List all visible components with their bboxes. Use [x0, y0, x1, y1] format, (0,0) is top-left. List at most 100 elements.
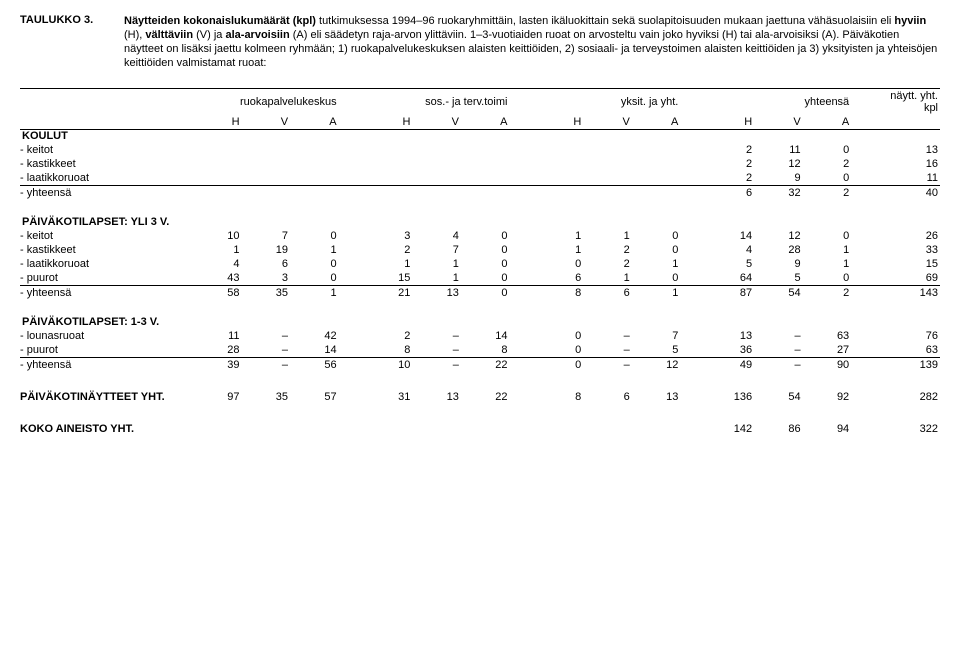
sub-blank-2: [877, 115, 941, 130]
cell: 1: [535, 229, 584, 243]
gap: [339, 271, 364, 286]
gap: [339, 171, 364, 186]
cell: [583, 143, 632, 157]
cell: 12: [632, 358, 681, 373]
cell: 0: [461, 257, 510, 271]
cell: [583, 157, 632, 171]
col-group-4: yhteensä: [706, 89, 852, 116]
gap: [339, 143, 364, 157]
row-label: - yhteensä: [20, 186, 193, 201]
cell: 5: [632, 343, 681, 358]
cell: 2: [706, 143, 755, 157]
gap: [509, 329, 534, 343]
cell: 0: [535, 329, 584, 343]
cell: 14: [461, 329, 510, 343]
gap: [339, 157, 364, 171]
cell: [193, 143, 242, 157]
cell: [412, 422, 461, 436]
sub-v3: V: [583, 115, 632, 130]
gap: [680, 243, 705, 257]
cell: 21: [364, 286, 413, 301]
cell: 4: [193, 257, 242, 271]
cell: 0: [461, 286, 510, 301]
sub-a2: A: [461, 115, 510, 130]
col-group-1: ruokapalvelukeskus: [193, 89, 339, 116]
gap: [851, 171, 876, 186]
cell: 28: [754, 243, 803, 257]
cell: 4: [412, 229, 461, 243]
cell: 5: [754, 271, 803, 286]
cell: [412, 186, 461, 201]
gap: [680, 143, 705, 157]
cell: [412, 143, 461, 157]
cell: [290, 422, 339, 436]
sub-v2: V: [412, 115, 461, 130]
gap: [339, 422, 364, 436]
gap: [851, 229, 876, 243]
cell: 13: [412, 286, 461, 301]
cell: 6: [583, 286, 632, 301]
cell: [364, 186, 413, 201]
cell: 8: [535, 286, 584, 301]
gap: [851, 257, 876, 271]
sub-h4: H: [706, 115, 755, 130]
gap: [851, 243, 876, 257]
gap: [851, 329, 876, 343]
cell: 1: [412, 257, 461, 271]
table-caption: Näytteiden kokonaislukumäärät (kpl) tutk…: [124, 14, 940, 70]
cell: [364, 143, 413, 157]
data-table: ruokapalvelukeskus sos.- ja terv.toimi y…: [20, 88, 940, 436]
cell: 0: [535, 358, 584, 373]
cell: 39: [193, 358, 242, 373]
cell: 57: [290, 390, 339, 404]
gap: [851, 143, 876, 157]
cell: [242, 143, 291, 157]
cell: [461, 186, 510, 201]
cell: 7: [242, 229, 291, 243]
cell: [461, 171, 510, 186]
cell: 9: [754, 257, 803, 271]
row-label: - kastikkeet: [20, 157, 193, 171]
cell: [535, 143, 584, 157]
cell: 56: [290, 358, 339, 373]
cell: 0: [803, 271, 852, 286]
cell: 14: [706, 229, 755, 243]
col-group-5a: näytt. yht.: [890, 90, 938, 102]
cell-total: 11: [877, 171, 941, 186]
gap: [339, 186, 364, 201]
cell: [242, 422, 291, 436]
cell: 1: [632, 257, 681, 271]
section-title: PÄIVÄKOTILAPSET: 1-3 V.: [20, 300, 940, 329]
caption-bold-2: hyviin: [894, 15, 926, 27]
row-label: - yhteensä: [20, 358, 193, 373]
gap: [851, 271, 876, 286]
cell-total: 16: [877, 157, 941, 171]
cell: –: [412, 329, 461, 343]
cell: 12: [754, 157, 803, 171]
sub-a3: A: [632, 115, 681, 130]
cell: 1: [412, 271, 461, 286]
cell: [242, 171, 291, 186]
cell: 0: [632, 243, 681, 257]
row-label: - puurot: [20, 343, 193, 358]
cell: [242, 157, 291, 171]
cell: 0: [290, 229, 339, 243]
cell: 1: [583, 229, 632, 243]
cell: 8: [535, 390, 584, 404]
gap: [509, 422, 534, 436]
cell: [632, 422, 681, 436]
cell: 2: [364, 329, 413, 343]
gap: [851, 286, 876, 301]
cell: 1: [364, 257, 413, 271]
cell: 49: [706, 358, 755, 373]
gap: [851, 390, 876, 404]
cell: 35: [242, 390, 291, 404]
cell: 6: [535, 271, 584, 286]
gap: [509, 286, 534, 301]
cell: 31: [364, 390, 413, 404]
gap: [509, 229, 534, 243]
gap: [680, 186, 705, 201]
cell: 19: [242, 243, 291, 257]
section-title: PÄIVÄKOTILAPSET: YLI 3 V.: [20, 200, 940, 229]
cell: –: [754, 343, 803, 358]
